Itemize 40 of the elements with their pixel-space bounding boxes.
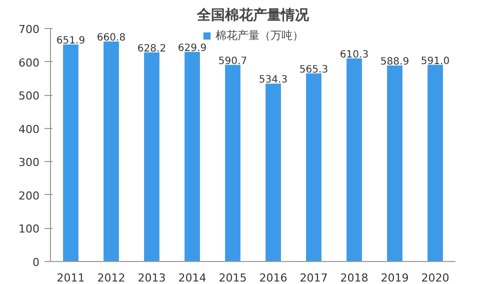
bar [346, 58, 362, 262]
x-tick-label: 2019 [380, 272, 409, 284]
y-tick-label: 500 [18, 90, 40, 103]
chart-title: 全国棉花产量情况 [196, 6, 310, 24]
y-tick-label: 400 [18, 122, 40, 136]
y-tick-label: 200 [18, 189, 40, 202]
text: 565.3 [299, 64, 328, 76]
y-tick-label: 600 [18, 56, 40, 70]
text: 651.9 [56, 36, 86, 47]
x-tick-label: 2016 [259, 272, 288, 284]
x-tick-label: 2015 [218, 272, 247, 284]
y-tick-label: 700 [18, 23, 40, 36]
x-tick-label: 2013 [138, 272, 166, 284]
bar [428, 64, 443, 262]
text: 534.3 [258, 74, 288, 86]
text: 629.9 [178, 42, 207, 54]
legend-label: 棉花产量（万吨） [216, 28, 304, 43]
text: 590.7 [218, 56, 248, 67]
bar [63, 44, 78, 262]
text: 610.3 [340, 49, 369, 60]
x-tick-label: 2018 [340, 272, 368, 284]
bar [144, 52, 160, 262]
text: 660.8 [96, 32, 126, 44]
x-tick-label: 2020 [421, 272, 450, 284]
text: 591.0 [420, 56, 450, 67]
text: 588.9 [380, 56, 410, 68]
bar [306, 73, 322, 262]
x-tick-label: 2017 [300, 272, 328, 284]
bar [266, 84, 281, 262]
y-tick-label: 300 [18, 156, 40, 170]
bar [184, 52, 200, 262]
bar [104, 42, 119, 262]
y-tick-label: 0 [32, 256, 40, 269]
bar [225, 64, 240, 262]
text: 628.2 [137, 43, 166, 54]
y-tick-label: 100 [18, 222, 40, 236]
bar [387, 65, 402, 262]
x-tick-label: 2014 [178, 272, 206, 284]
x-tick-label: 2011 [56, 272, 85, 284]
x-tick-label: 2012 [97, 272, 126, 284]
